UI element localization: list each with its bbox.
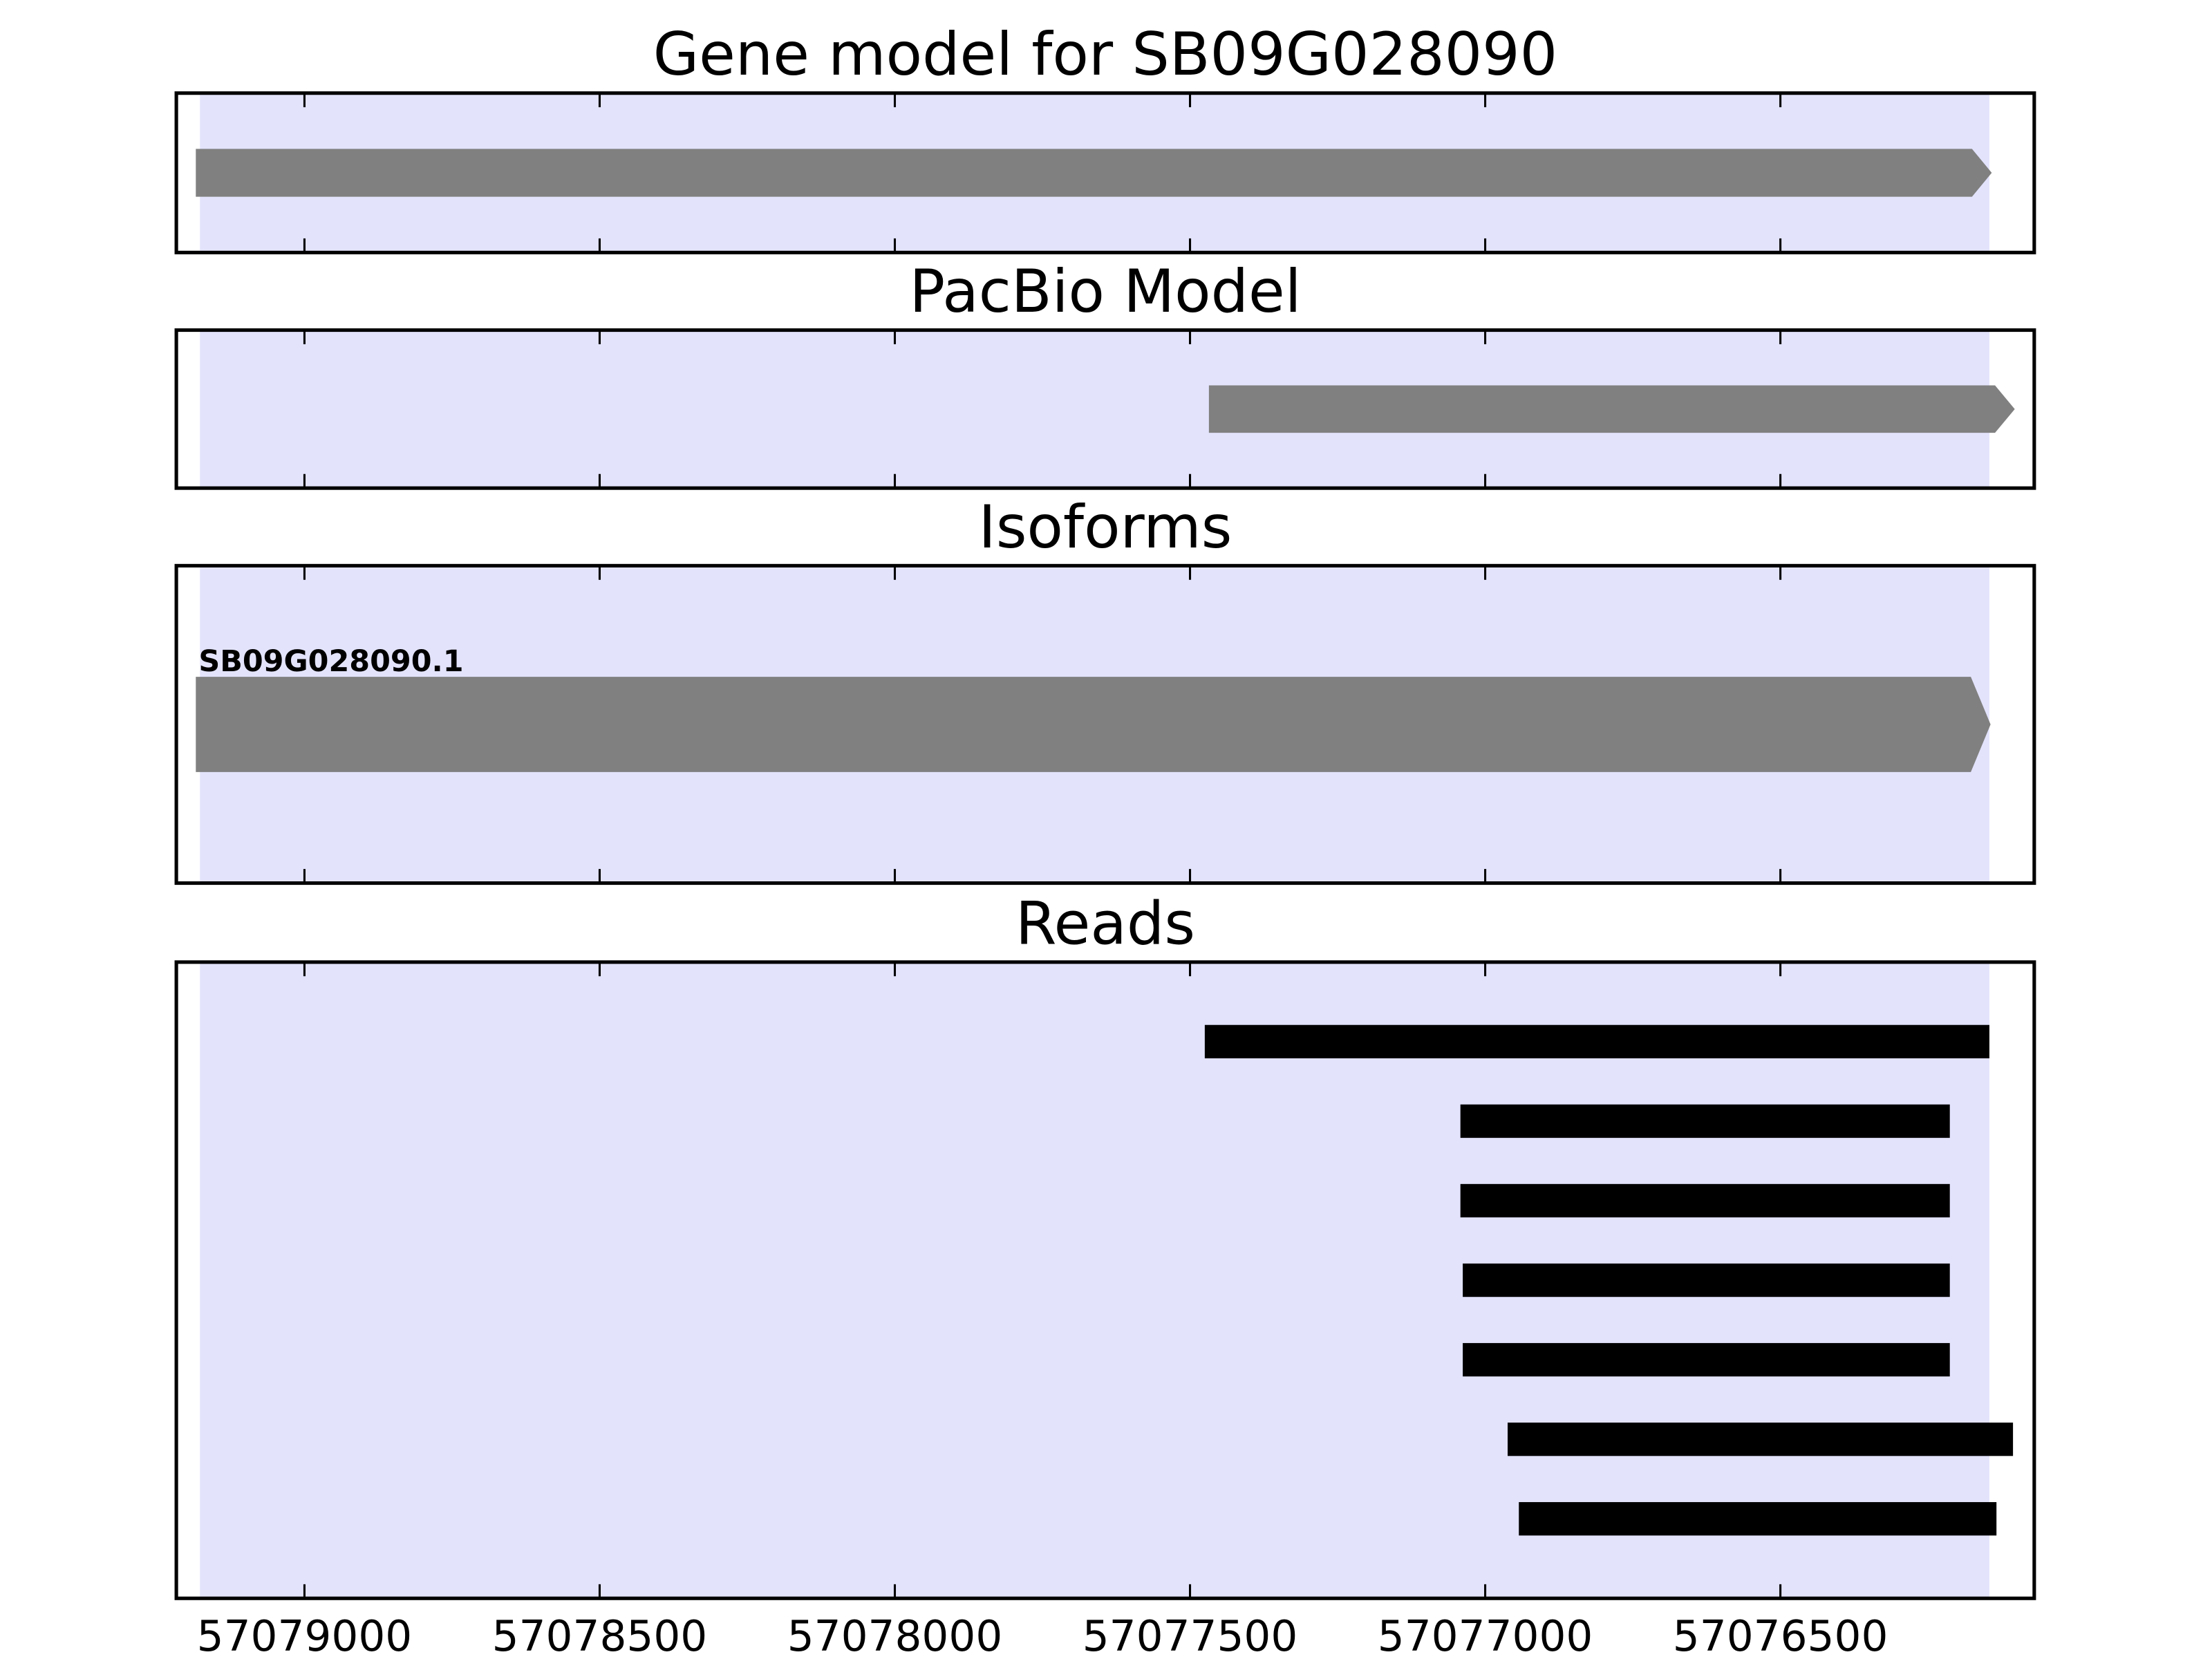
panel-frame — [174, 960, 2036, 1600]
x-tick-label: 57078500 — [492, 1612, 708, 1659]
panel-title: Gene model for SB09G028090 — [653, 20, 1557, 89]
read — [1460, 1104, 1950, 1138]
read — [1463, 1263, 1950, 1297]
panel-frame — [174, 563, 2036, 885]
panel-frame — [174, 91, 2036, 254]
panel-title: Isoforms — [979, 493, 1232, 562]
x-tick-label: 57078000 — [787, 1612, 1003, 1659]
x-tick-label: 57076500 — [1673, 1612, 1888, 1659]
gene-feature — [1208, 385, 2015, 433]
read — [1519, 1502, 1997, 1536]
panel-frame — [174, 328, 2036, 490]
x-tick-label: 57077500 — [1082, 1612, 1298, 1659]
read — [1508, 1422, 2014, 1456]
gene-feature — [196, 677, 1991, 772]
gene-feature — [196, 149, 1992, 197]
feature-label: SB09G028090.1 — [198, 644, 463, 679]
x-tick-label: 57079000 — [197, 1612, 413, 1659]
x-tick-label: 57077000 — [1378, 1612, 1593, 1659]
panel-title: Reads — [1015, 889, 1195, 958]
read — [1204, 1024, 1989, 1059]
read — [1460, 1183, 1950, 1218]
read — [1463, 1342, 1950, 1377]
panel-title: PacBio Model — [909, 257, 1301, 326]
